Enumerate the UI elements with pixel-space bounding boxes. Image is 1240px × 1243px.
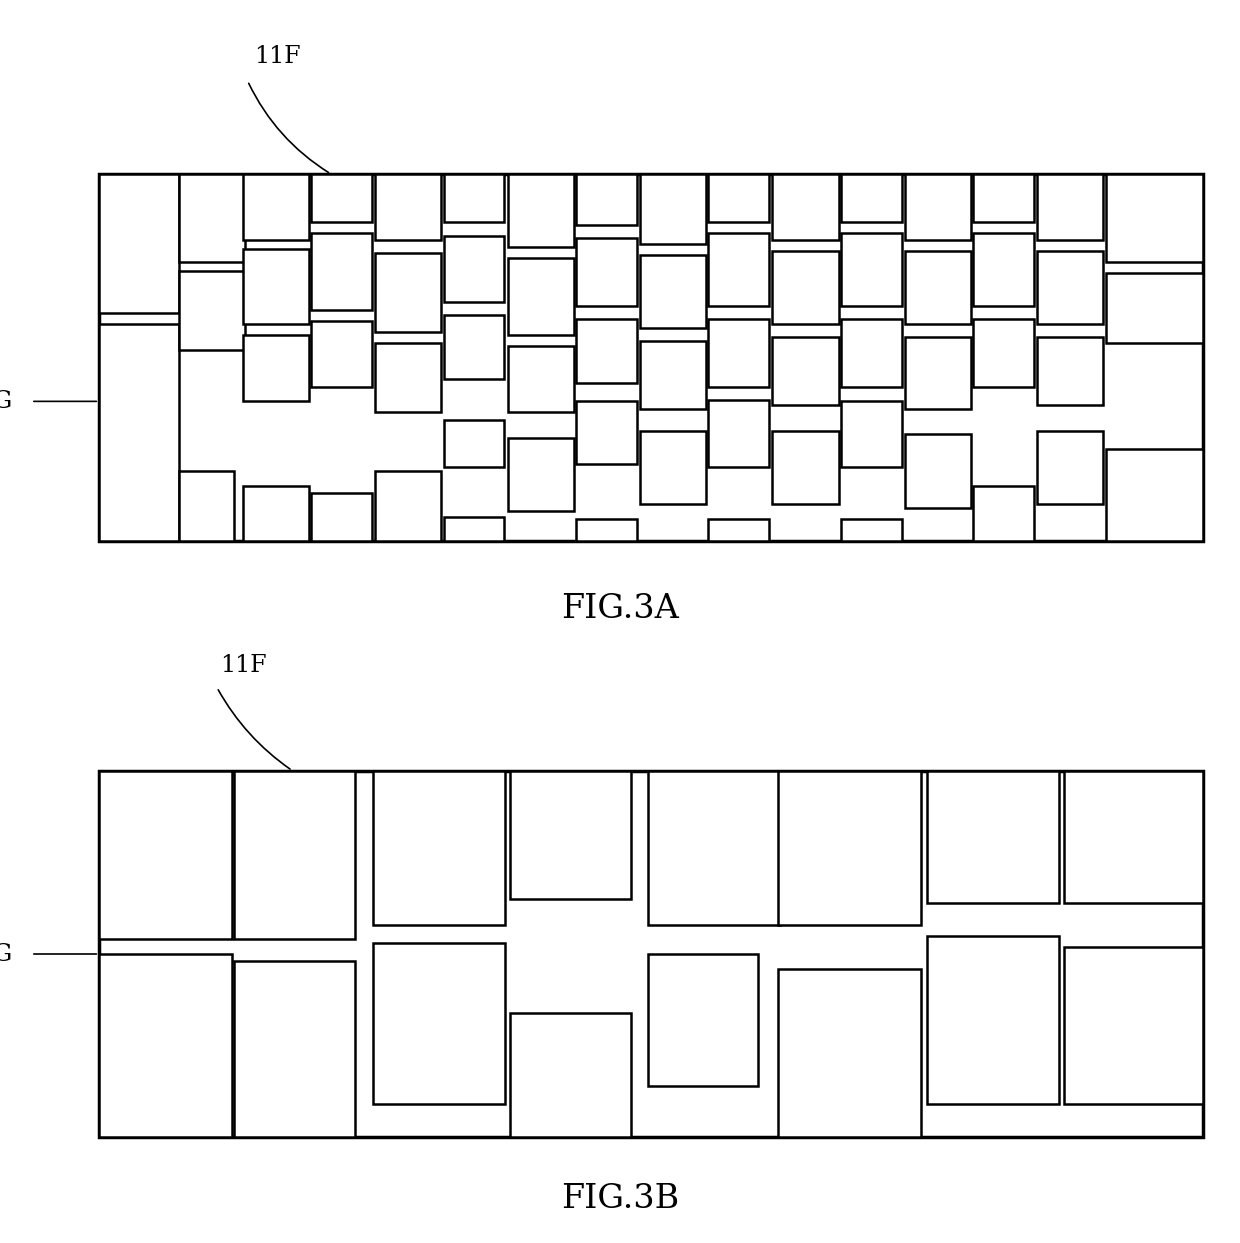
Bar (647, 955, 758, 1086)
Text: 11G: 11G (0, 390, 12, 413)
Bar (973, 232, 1034, 306)
Bar (773, 431, 838, 505)
Bar (1037, 337, 1104, 405)
Bar (373, 771, 506, 925)
Bar (234, 961, 355, 1137)
Bar (374, 471, 441, 541)
Bar (311, 232, 372, 310)
Bar (444, 236, 505, 302)
Bar (243, 336, 309, 401)
Bar (841, 319, 901, 387)
Bar (905, 434, 971, 507)
Bar (841, 232, 901, 306)
Text: 11F: 11F (221, 654, 268, 677)
Bar (640, 174, 707, 244)
Bar (99, 324, 179, 541)
Bar (507, 174, 574, 247)
Bar (99, 174, 179, 313)
Bar (99, 771, 232, 940)
Bar (374, 343, 441, 413)
Bar (99, 955, 232, 1137)
Bar (374, 174, 441, 240)
Bar (973, 174, 1034, 221)
Bar (311, 174, 372, 221)
Bar (926, 936, 1059, 1104)
Bar (510, 771, 631, 899)
Bar (311, 493, 372, 541)
Bar (1037, 251, 1104, 324)
Bar (926, 771, 1059, 902)
Bar (647, 771, 780, 925)
Bar (444, 420, 505, 467)
Bar (507, 259, 574, 336)
Bar (373, 943, 506, 1104)
Bar (507, 347, 574, 413)
Bar (374, 252, 441, 332)
Bar (640, 431, 707, 505)
Bar (575, 518, 636, 541)
Bar (243, 174, 309, 240)
Bar (777, 968, 921, 1137)
Bar (708, 319, 769, 387)
Bar (444, 517, 505, 541)
Bar (99, 174, 1203, 541)
Bar (1106, 273, 1203, 343)
Bar (773, 174, 838, 240)
Bar (777, 771, 921, 925)
Text: FIG.3B: FIG.3B (560, 1183, 680, 1216)
Bar (243, 486, 309, 541)
Bar (1106, 174, 1203, 262)
Bar (708, 518, 769, 541)
Bar (507, 438, 574, 511)
Text: 11G: 11G (0, 942, 12, 966)
Bar (1064, 771, 1203, 902)
Bar (1106, 449, 1203, 541)
Bar (640, 255, 707, 328)
Bar (179, 174, 244, 262)
Bar (99, 771, 1203, 1137)
Bar (575, 174, 636, 225)
Bar (905, 251, 971, 324)
Bar (575, 239, 636, 306)
Bar (973, 319, 1034, 387)
Bar (773, 337, 838, 405)
Bar (179, 271, 244, 351)
Bar (1037, 174, 1104, 240)
Bar (243, 249, 309, 324)
Text: FIG.3A: FIG.3A (560, 593, 680, 625)
Bar (311, 321, 372, 387)
Bar (575, 319, 636, 383)
Bar (973, 486, 1034, 541)
Bar (905, 337, 971, 409)
Bar (773, 251, 838, 324)
Bar (234, 771, 355, 940)
Bar (510, 1013, 631, 1137)
Bar (905, 174, 971, 240)
Bar (841, 174, 901, 221)
Bar (841, 518, 901, 541)
Text: 11F: 11F (254, 45, 300, 68)
Bar (444, 174, 505, 221)
Bar (179, 471, 234, 541)
Bar (841, 401, 901, 467)
Bar (640, 341, 707, 409)
Bar (708, 399, 769, 467)
Bar (575, 401, 636, 464)
Bar (1064, 947, 1203, 1104)
Bar (1037, 431, 1104, 505)
Bar (708, 232, 769, 306)
Bar (444, 316, 505, 379)
Bar (708, 174, 769, 221)
